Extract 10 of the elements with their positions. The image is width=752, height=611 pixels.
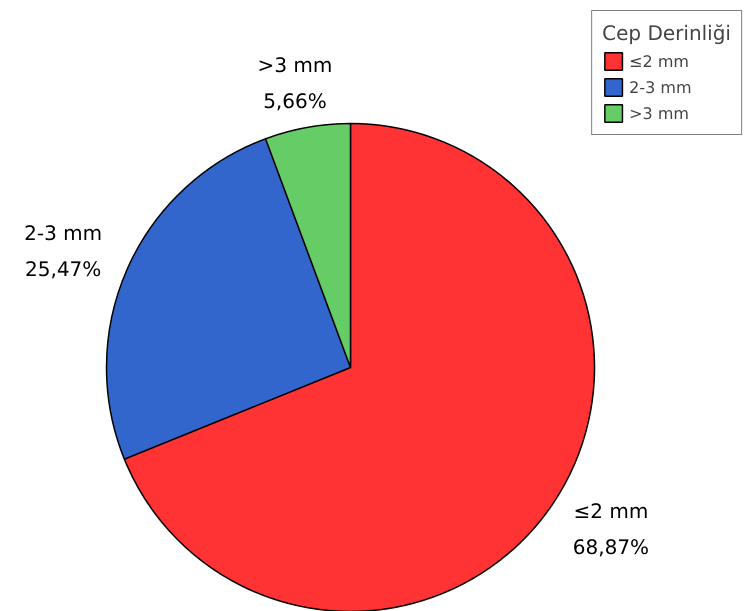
legend-label: >3 mm [629, 104, 689, 122]
data-label: 68,87% [572, 534, 650, 559]
slice-label: >3 mm [258, 53, 332, 78]
slice-label: 2-3 mm [24, 220, 102, 245]
slice-label: ≤2 mm [574, 498, 648, 523]
legend-title: Cep Derinliği [602, 21, 731, 45]
data-label: 5,66% [263, 89, 327, 114]
legend-label: 2-3 mm [629, 78, 692, 96]
data-label: 25,47% [25, 256, 102, 281]
legend-label: ≤2 mm [629, 52, 689, 70]
